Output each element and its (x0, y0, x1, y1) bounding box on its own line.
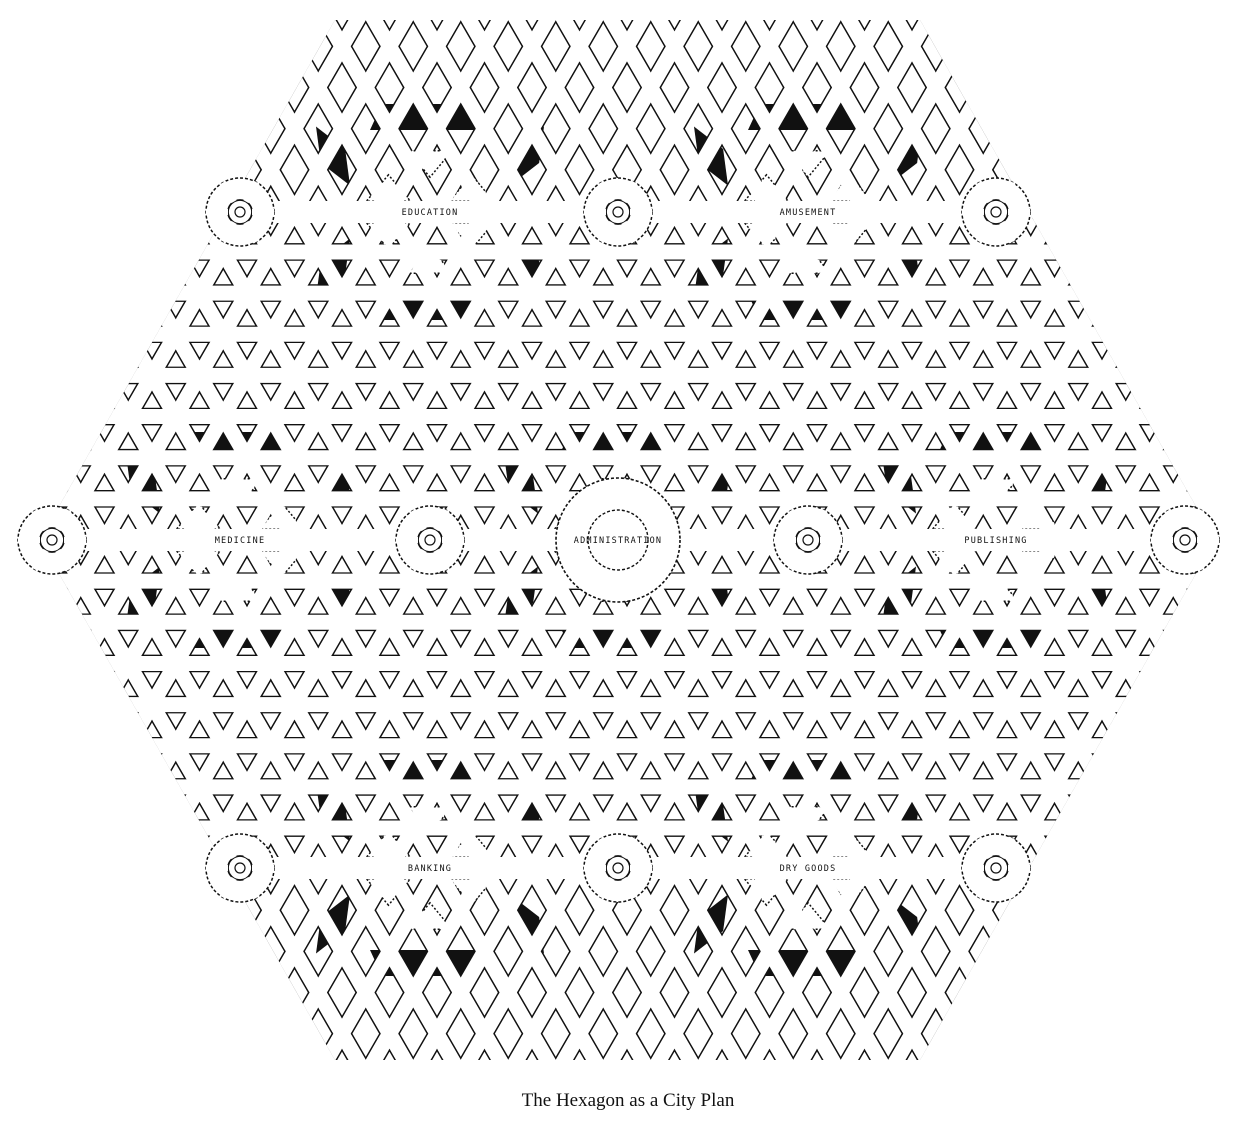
hub-plaza (961, 833, 1031, 903)
street-diagonal (1231, 0, 1256, 1070)
figure-caption: The Hexagon as a City Plan (521, 1090, 735, 1111)
hub-plaza (205, 833, 275, 903)
hub-plaza (395, 505, 465, 575)
hub-plaza (961, 177, 1031, 247)
district-label-amusement: AMUSEMENT (780, 208, 837, 218)
administration-plaza (555, 477, 681, 603)
street-diagonal (1231, 0, 1256, 1070)
hub-plaza (17, 505, 87, 575)
hub-plaza (773, 505, 843, 575)
plazas (17, 177, 1220, 903)
district-label-publishing: PUBLISHING (964, 536, 1027, 546)
hexagon-city-plan-diagram: EDUCATION AMUSEMENT MEDICINE ADMINISTRATION… (17, 0, 1256, 1070)
hub-plaza (1150, 505, 1220, 575)
hub-plaza (205, 177, 275, 247)
district-labels: EDUCATION AMUSEMENT MEDICINE ADMINISTRATION… (215, 208, 1027, 874)
district-label-education: EDUCATION (402, 208, 459, 218)
district-label-medicine: MEDICINE (215, 536, 266, 546)
district-label-banking: BANKING (408, 864, 452, 874)
hub-plaza (583, 833, 653, 903)
district-label-administration: ADMINISTRATION (574, 536, 662, 546)
district-label-dry_goods: DRY GOODS (780, 864, 837, 874)
hub-plaza (583, 177, 653, 247)
